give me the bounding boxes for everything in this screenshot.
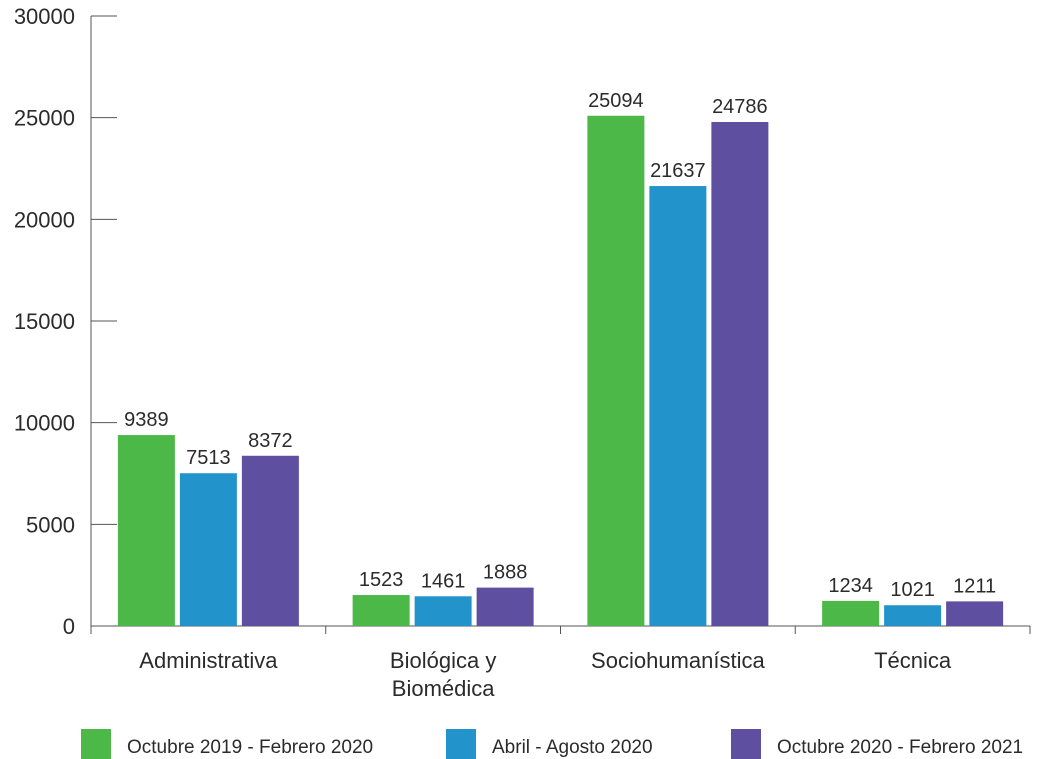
y-tick-label: 5000 xyxy=(26,512,75,537)
data-label: 1211 xyxy=(953,575,996,597)
category-label: Técnica xyxy=(874,648,952,673)
bar xyxy=(649,186,707,626)
data-label: 21637 xyxy=(650,160,706,182)
chart-legend: Octubre 2019 - Febrero 2020 Abril - Agost… xyxy=(81,729,1023,759)
y-tick-label: 25000 xyxy=(14,106,75,131)
bar xyxy=(117,435,175,626)
legend-label: Octubre 2020 - Febrero 2021 xyxy=(777,737,1023,758)
category-label: Biológica y Biomédica xyxy=(390,648,496,701)
y-tick-label: 10000 xyxy=(14,411,75,436)
legend-swatch xyxy=(81,729,111,759)
chart-data-labels: 9389 7513 8372 1523 1461 1888 25094 21637 24786 1… xyxy=(124,90,996,601)
bar xyxy=(946,601,1004,626)
y-tick-label: 15000 xyxy=(14,309,75,334)
data-label: 1523 xyxy=(359,569,404,591)
legend-label: Abril - Agosto 2020 xyxy=(492,737,653,758)
data-label: 1461 xyxy=(421,570,466,592)
y-tick-label: 20000 xyxy=(14,207,75,232)
data-label: 24786 xyxy=(712,96,768,118)
legend-swatch xyxy=(731,729,761,759)
legend-label: Octubre 2019 - Febrero 2020 xyxy=(127,737,373,758)
y-tick-label: 30000 xyxy=(14,4,75,29)
bar xyxy=(822,600,880,626)
data-label: 9389 xyxy=(124,409,169,431)
data-label: 1234 xyxy=(828,575,873,597)
bar xyxy=(352,595,410,626)
bar xyxy=(476,587,534,626)
bar xyxy=(179,473,237,626)
data-label: 25094 xyxy=(588,90,644,112)
legend-swatch xyxy=(446,729,476,759)
category-label: Sociohumanística xyxy=(591,648,765,673)
bar xyxy=(587,115,645,626)
data-label: 8372 xyxy=(248,430,293,452)
chart-bars xyxy=(117,115,1004,626)
chart-axes: 0 5000 10000 15000 20000 25000 30000 Administra… xyxy=(14,4,1031,701)
data-label: 1021 xyxy=(890,579,935,601)
bar xyxy=(711,122,769,626)
data-label: 7513 xyxy=(186,447,231,469)
bar xyxy=(241,455,299,626)
bar xyxy=(884,605,942,626)
bar xyxy=(414,596,472,626)
category-label: Administrativa xyxy=(139,648,278,673)
y-tick-label: 0 xyxy=(63,614,75,639)
data-label: 1888 xyxy=(483,562,528,584)
